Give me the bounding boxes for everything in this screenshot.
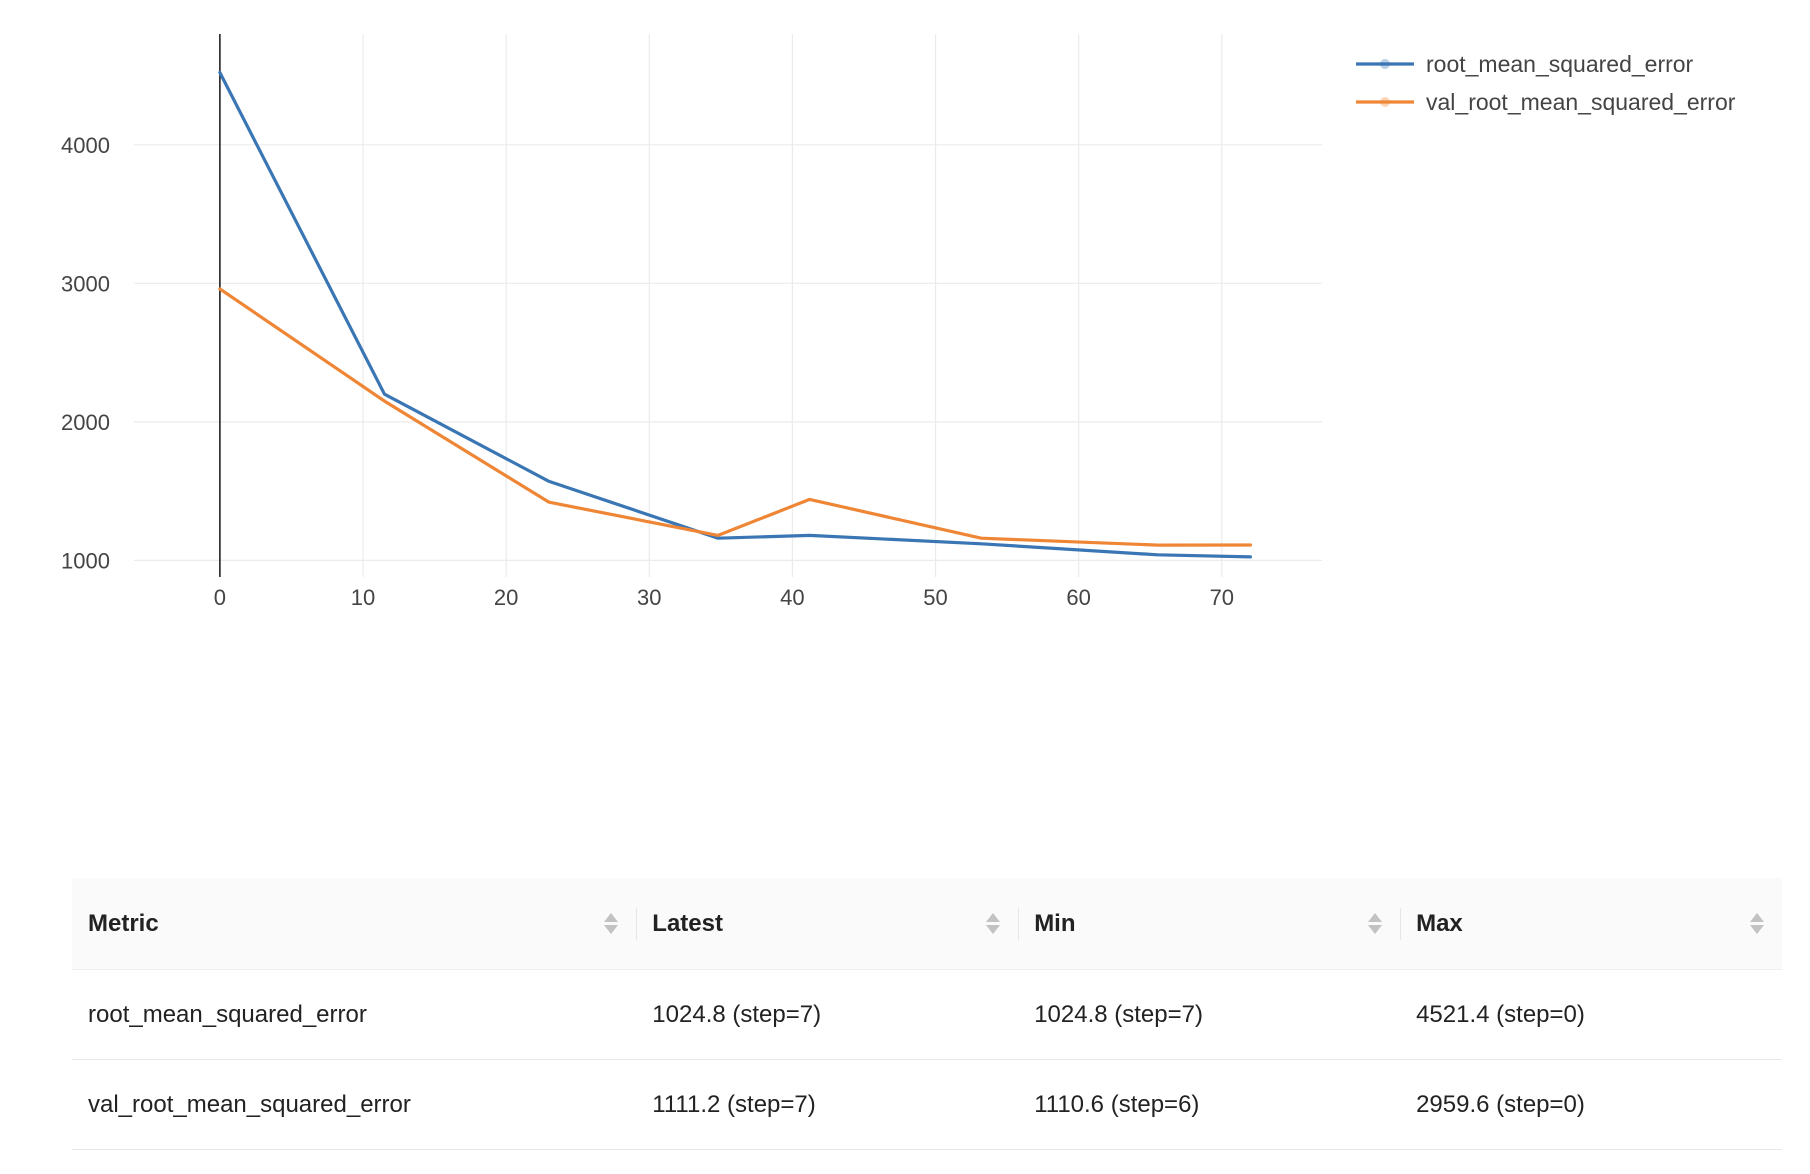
sort-icon[interactable] <box>986 913 1001 934</box>
x-tick-label: 70 <box>1210 585 1234 610</box>
sort-icon[interactable] <box>1750 913 1764 934</box>
max-value-cell: 4521.4 (step=0) <box>1400 969 1782 1060</box>
x-tick-label: 50 <box>923 585 947 610</box>
x-tick-label: 10 <box>351 585 375 610</box>
x-tick-label: 40 <box>780 585 804 610</box>
series-line-val-root-mean-squared-error[interactable] <box>218 287 1253 547</box>
latest-value-cell: 1024.8 (step=7) <box>636 969 1019 1060</box>
metric-name-cell: root_mean_squared_error <box>72 969 637 1060</box>
column-header-max[interactable]: Max <box>1400 878 1782 970</box>
table-row: root_mean_squared_error 1024.8 (step=7) … <box>72 969 1782 1060</box>
table-row: val_root_mean_squared_error 1111.2 (step… <box>72 1059 1782 1150</box>
y-tick-label: 2000 <box>61 410 110 435</box>
min-value-cell: 1024.8 (step=7) <box>1018 969 1401 1060</box>
y-tick-label: 1000 <box>61 548 110 573</box>
y-tick-label: 3000 <box>61 271 110 296</box>
column-header-min[interactable]: Min <box>1018 878 1401 970</box>
legend: root_mean_squared_error val_root_mean_squ… <box>1356 51 1736 115</box>
latest-value-cell: 1111.2 (step=7) <box>636 1059 1019 1150</box>
x-tick-label: 30 <box>637 585 661 610</box>
x-tick-label: 20 <box>494 585 518 610</box>
metrics-table: Metric Latest Min Max <box>72 878 1782 1150</box>
metric-name-cell: val_root_mean_squared_error <box>72 1059 637 1150</box>
series-line-root-mean-squared-error[interactable] <box>218 70 1253 559</box>
line-chart: 0 10 20 30 40 50 60 70 1000 2000 3000 4000 root_mea… <box>61 34 1736 610</box>
legend-marker <box>1380 59 1390 69</box>
table-header-row: Metric Latest Min Max <box>72 878 1782 970</box>
legend-item[interactable]: val_root_mean_squared_error <box>1356 89 1736 115</box>
axes: 0 10 20 30 40 50 60 70 1000 2000 3000 4000 <box>61 34 1234 610</box>
y-tick-label: 4000 <box>61 133 110 158</box>
grid <box>134 34 1322 577</box>
column-header-latest[interactable]: Latest <box>636 878 1019 970</box>
legend-label: root_mean_squared_error <box>1426 51 1694 77</box>
column-header-label: Latest <box>652 909 723 937</box>
series <box>218 70 1253 559</box>
column-header-label: Min <box>1034 909 1076 937</box>
x-tick-label: 0 <box>214 585 226 610</box>
max-value-cell: 2959.6 (step=0) <box>1400 1059 1782 1150</box>
sort-icon[interactable] <box>604 913 619 934</box>
column-header-metric[interactable]: Metric <box>72 878 637 970</box>
column-header-label: Max <box>1416 909 1463 937</box>
sort-icon[interactable] <box>1368 913 1383 934</box>
legend-label: val_root_mean_squared_error <box>1426 89 1736 115</box>
x-tick-label: 60 <box>1066 585 1090 610</box>
legend-marker <box>1380 97 1390 107</box>
column-header-label: Metric <box>88 909 159 937</box>
min-value-cell: 1110.6 (step=6) <box>1018 1059 1401 1150</box>
legend-item[interactable]: root_mean_squared_error <box>1356 51 1694 77</box>
